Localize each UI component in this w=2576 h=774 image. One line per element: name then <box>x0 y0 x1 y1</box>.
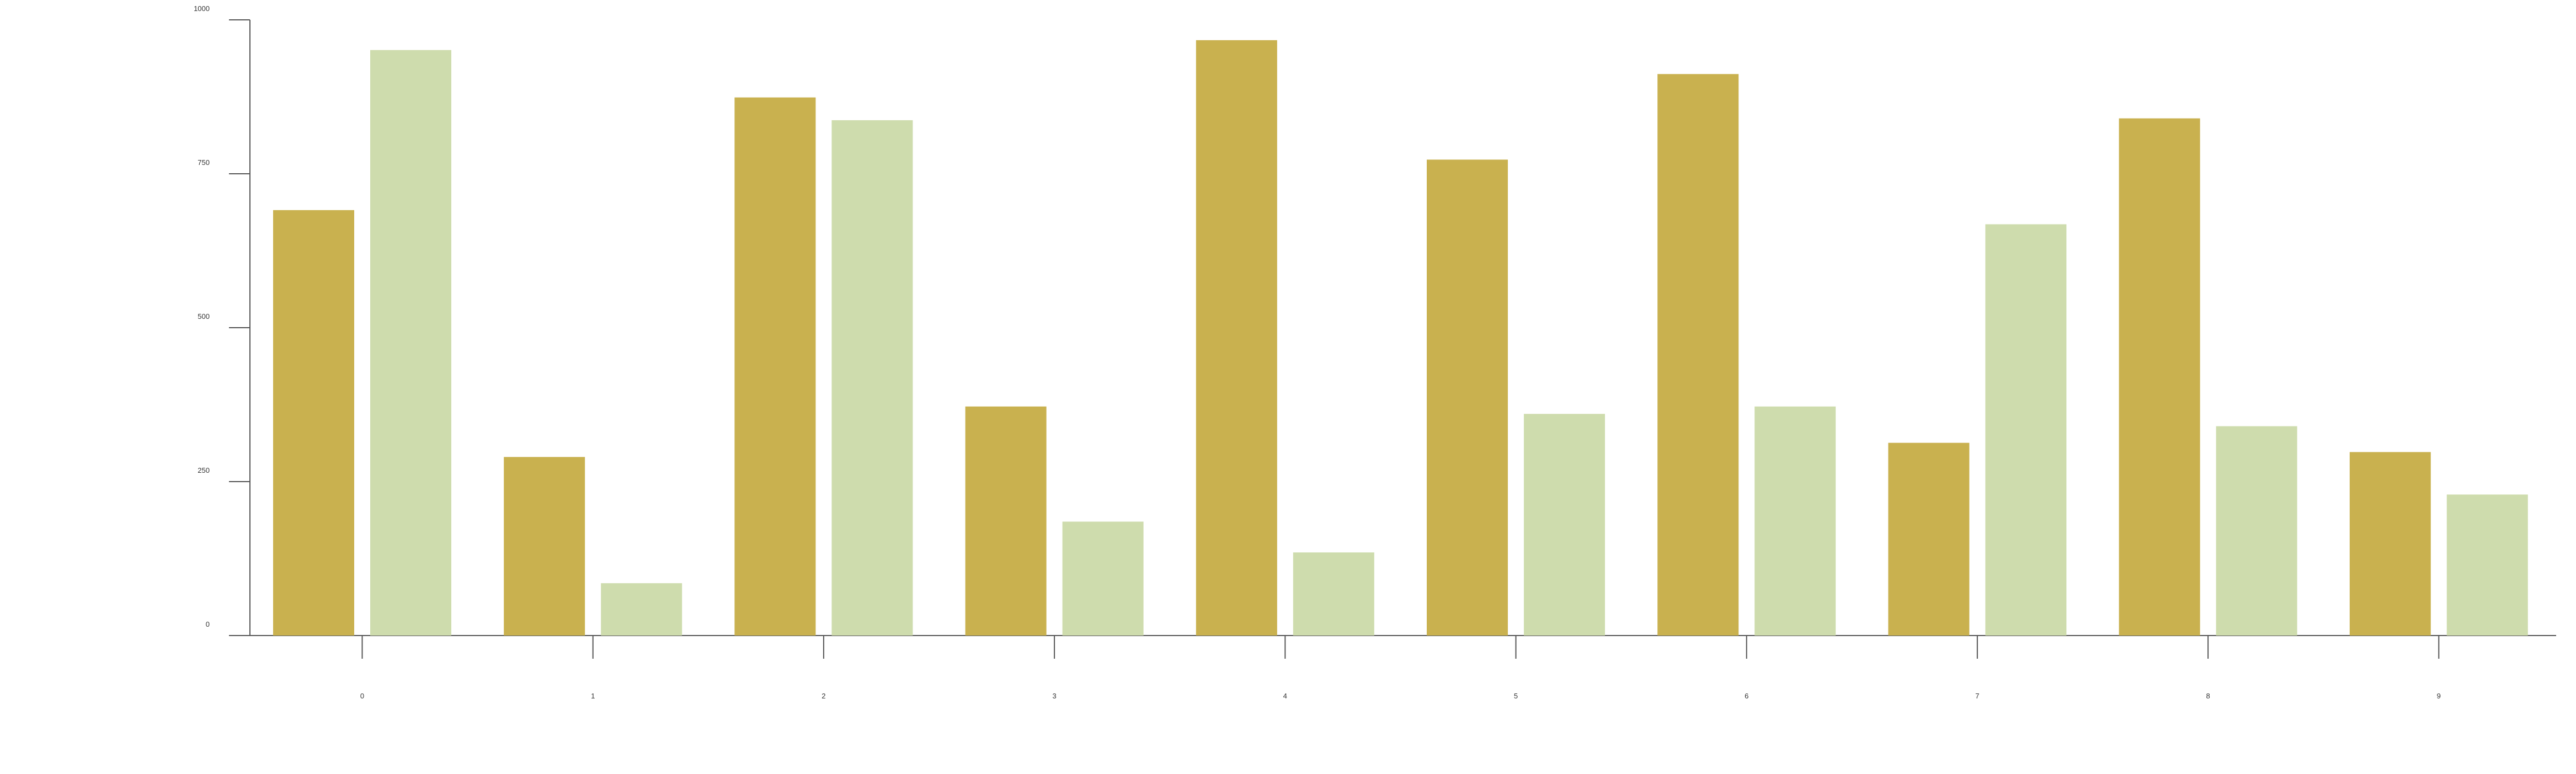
bar-series-0-cat-3 <box>965 406 1047 636</box>
x-tick-label: 0 <box>360 692 364 700</box>
bar-series-0-cat-0 <box>273 210 354 636</box>
x-axis: 0 1 2 3 4 5 6 7 8 9 <box>229 635 2556 700</box>
bar-series-0-cat-6 <box>1657 74 1739 636</box>
x-tick-label: 1 <box>591 692 595 700</box>
bar-series-1-cat-3 <box>1062 521 1144 636</box>
bar-series-0-cat-2 <box>734 97 816 636</box>
bar-series-1-cat-0 <box>370 50 451 636</box>
y-tick-label: 1000 <box>194 4 210 13</box>
bar-series-1-cat-8 <box>2216 426 2297 636</box>
bar-series-1-cat-9 <box>2446 494 2528 636</box>
bar-series-1-cat-2 <box>831 120 913 636</box>
y-tick-label: 750 <box>198 158 210 167</box>
x-tick-label: 9 <box>2437 692 2441 700</box>
bar-series-0-cat-7 <box>1888 442 1970 636</box>
bar-series-1-cat-4 <box>1293 552 1374 636</box>
bars <box>273 40 2528 636</box>
bar-series-1-cat-6 <box>1754 406 1836 636</box>
bar-series-1-cat-1 <box>601 583 682 636</box>
x-tick-label: 2 <box>822 692 825 700</box>
bar-series-0-cat-9 <box>2349 452 2431 636</box>
y-tick-label: 500 <box>198 312 210 321</box>
bar-series-1-cat-7 <box>1985 224 2067 636</box>
bar-series-0-cat-5 <box>1427 159 1508 636</box>
bar-series-0-cat-8 <box>2119 118 2200 636</box>
x-tick-label: 5 <box>1514 692 1518 700</box>
x-tick-label: 3 <box>1052 692 1056 700</box>
y-axis: 0 250 500 750 1000 <box>194 4 250 636</box>
y-tick-label: 250 <box>198 466 210 474</box>
x-tick-label: 6 <box>1745 692 1748 700</box>
x-tick-label: 7 <box>1975 692 1979 700</box>
y-tick-label: 0 <box>206 620 210 628</box>
bar-series-0-cat-1 <box>504 457 585 636</box>
bar-series-0-cat-4 <box>1196 40 1277 636</box>
x-tick-label: 8 <box>2206 692 2210 700</box>
x-tick-label: 4 <box>1283 692 1287 700</box>
bar-series-1-cat-5 <box>1524 414 1605 636</box>
